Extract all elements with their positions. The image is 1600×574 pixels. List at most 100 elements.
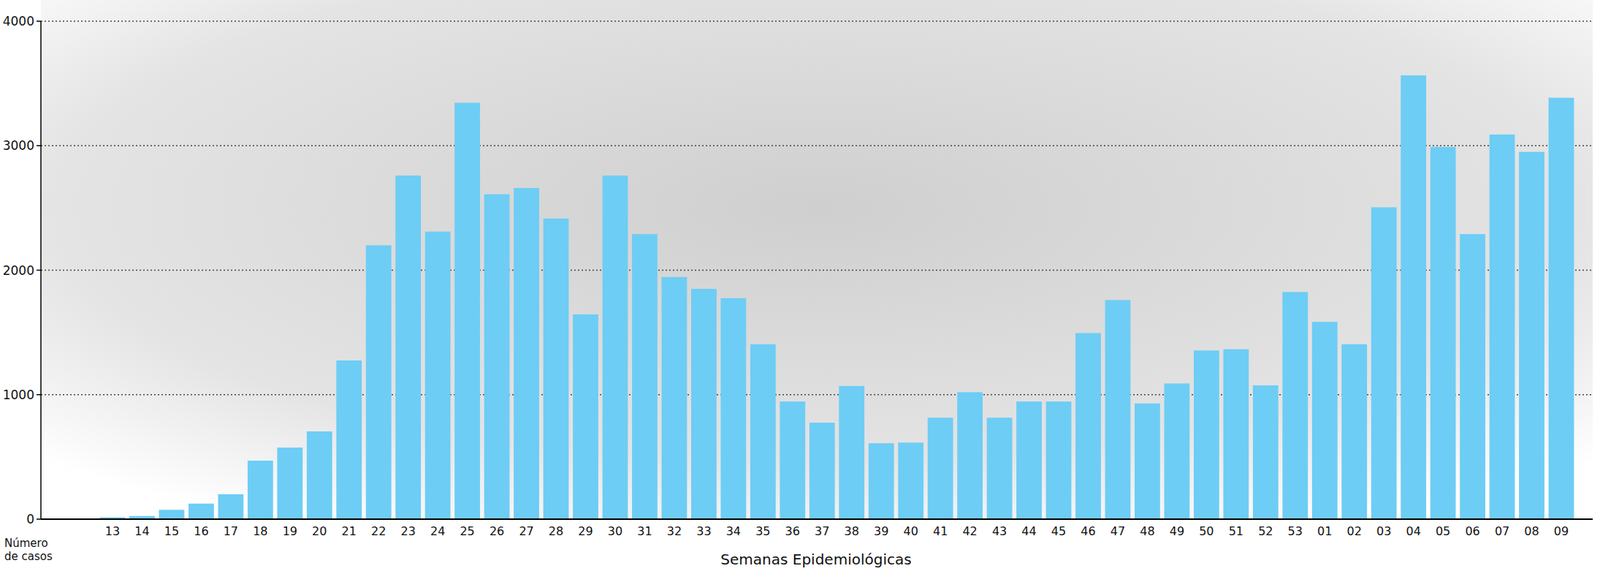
x-tick-label: 13 — [105, 523, 120, 538]
x-tick-label: 49 — [1169, 523, 1185, 538]
bar — [1518, 151, 1545, 519]
x-tick-label: 34 — [726, 523, 741, 538]
x-tick-label: 46 — [1080, 523, 1096, 538]
x-tick-label: 41 — [932, 523, 948, 538]
x-tick-label: 07 — [1494, 523, 1510, 538]
y-axis-title-line: de casos — [4, 549, 53, 563]
bar — [1459, 233, 1486, 519]
bar — [957, 391, 983, 519]
x-tick-label: 37 — [814, 523, 830, 538]
x-tick-label: 26 — [489, 523, 505, 538]
bar — [1400, 75, 1427, 519]
tick-mark — [36, 393, 41, 396]
x-axis-title: Semanas Epidemiológicas — [720, 550, 912, 568]
bar — [897, 442, 924, 519]
x-tick-label: 16 — [193, 523, 209, 538]
x-tick-label: 02 — [1347, 523, 1362, 538]
bar — [188, 503, 215, 519]
bar — [395, 175, 421, 519]
bar — [750, 344, 776, 519]
bar — [927, 417, 954, 519]
tick-mark — [36, 517, 41, 520]
x-tick-label: 31 — [637, 523, 652, 538]
x-tick-label: 08 — [1524, 523, 1539, 538]
bar — [306, 431, 333, 519]
x-tick-label: 27 — [518, 523, 534, 538]
y-tick-label: 4000 — [2, 13, 35, 29]
bar — [1430, 146, 1457, 519]
x-tick-label: 40 — [903, 523, 918, 538]
x-tick-label: 03 — [1376, 523, 1392, 538]
bar — [1134, 403, 1161, 519]
tick-mark — [36, 145, 41, 147]
x-tick-label: 50 — [1198, 523, 1214, 538]
bar — [779, 401, 806, 519]
x-tick-label: 52 — [1258, 523, 1273, 538]
bar — [572, 314, 599, 519]
bars — [100, 75, 1575, 519]
bar — [513, 187, 540, 519]
tick-mark — [36, 20, 41, 22]
bar — [543, 218, 570, 519]
bar — [1046, 401, 1072, 519]
grid-line — [40, 269, 1593, 271]
x-tick-label: 18 — [252, 523, 268, 538]
bar — [631, 233, 658, 519]
bar — [661, 276, 688, 519]
bar — [691, 288, 717, 519]
x-tick-label: 29 — [577, 523, 593, 538]
grid-line — [40, 145, 1593, 147]
x-tick-label: 42 — [962, 523, 977, 538]
bar — [809, 422, 836, 519]
x-tick-label: 05 — [1435, 523, 1451, 538]
bar — [336, 360, 362, 519]
x-tick-label: 19 — [282, 523, 298, 538]
y-axis-title-line: Número — [4, 536, 49, 550]
tick-mark — [36, 269, 41, 272]
bar — [159, 509, 185, 519]
x-tick-label: 09 — [1553, 523, 1569, 538]
bar — [1282, 291, 1308, 519]
x-tick-label: 51 — [1228, 523, 1244, 538]
y-axis — [40, 21, 42, 519]
x-tick-label: 47 — [1110, 523, 1126, 538]
grid-line — [40, 20, 1593, 22]
bar — [1489, 134, 1516, 519]
bar — [720, 298, 746, 519]
x-tick-label: 36 — [785, 523, 800, 538]
x-tick-label: 22 — [371, 523, 386, 538]
bar — [217, 493, 244, 519]
x-tick-label: 28 — [548, 523, 564, 538]
bar — [602, 175, 629, 519]
y-tick-label: 1000 — [2, 387, 35, 402]
y-tick-label: 3000 — [2, 138, 35, 153]
x-tick-label: 38 — [844, 523, 860, 538]
x-tick-label: 48 — [1139, 523, 1155, 538]
bar — [868, 442, 895, 519]
x-tick-label: 17 — [223, 523, 239, 538]
bar — [1223, 349, 1249, 519]
bar — [1016, 401, 1042, 519]
bar — [454, 103, 480, 519]
bar — [1312, 321, 1338, 519]
bar — [247, 460, 274, 519]
x-tick-label: 39 — [873, 523, 889, 538]
x-tick-label: 24 — [430, 523, 445, 538]
x-tick-label: 01 — [1317, 523, 1332, 538]
x-tick-label: 45 — [1051, 523, 1066, 538]
x-tick-label: 15 — [164, 523, 179, 538]
chart: 0100020003000400013141516171819202122232… — [0, 0, 1600, 574]
bar — [425, 231, 451, 519]
bar — [366, 244, 392, 519]
x-tick-label: 25 — [459, 523, 475, 538]
x-tick-label: 30 — [607, 523, 623, 538]
x-tick-label: 44 — [1021, 523, 1036, 538]
bar — [1105, 299, 1131, 519]
x-tick-label: 53 — [1288, 523, 1303, 538]
x-tick-label: 33 — [696, 523, 711, 538]
x-tick-label: 35 — [755, 523, 771, 538]
x-tick-label: 43 — [992, 523, 1007, 538]
bar — [484, 194, 510, 519]
y-tick-label: 2000 — [2, 263, 35, 278]
bar — [1371, 207, 1397, 519]
